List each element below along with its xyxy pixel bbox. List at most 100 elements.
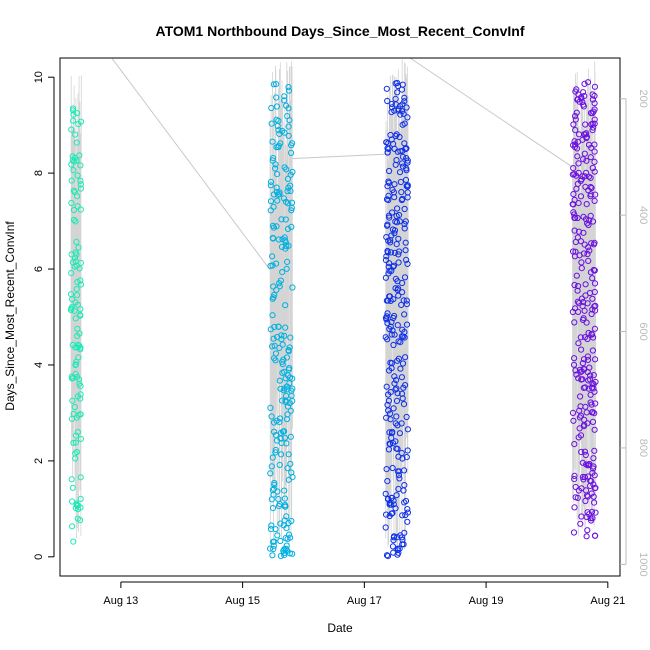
data-point xyxy=(274,197,281,204)
data-point xyxy=(382,257,390,264)
data-point xyxy=(404,114,411,121)
data-point xyxy=(395,549,402,556)
data-point xyxy=(395,472,402,479)
data-point xyxy=(404,157,411,164)
data-point xyxy=(577,432,585,439)
data-point xyxy=(273,184,280,191)
data-point xyxy=(396,218,403,225)
data-point xyxy=(587,193,594,200)
data-point xyxy=(398,86,406,93)
data-point xyxy=(398,196,405,204)
data-point xyxy=(587,515,594,522)
data-point xyxy=(267,198,275,205)
data-point xyxy=(404,506,411,513)
data-point xyxy=(70,187,78,194)
data-point xyxy=(277,385,284,392)
data-point xyxy=(580,315,587,322)
data-point xyxy=(592,400,599,407)
data-point xyxy=(76,152,83,159)
data-point xyxy=(269,138,276,145)
data-point xyxy=(390,534,397,541)
data-point xyxy=(69,397,76,404)
data-point xyxy=(72,218,79,225)
data-point xyxy=(387,239,394,246)
data-point xyxy=(393,377,400,384)
data-point xyxy=(394,357,401,364)
overlay-trace-2 xyxy=(385,59,409,553)
data-point xyxy=(71,263,78,270)
data-point xyxy=(289,550,296,557)
data-point xyxy=(268,120,275,127)
data-point xyxy=(397,339,404,346)
data-point xyxy=(581,448,589,455)
data-point xyxy=(585,244,592,251)
data-point xyxy=(72,249,79,256)
data-point xyxy=(581,474,589,481)
data-point xyxy=(575,160,582,167)
data-point xyxy=(277,451,285,458)
data-point xyxy=(77,181,85,188)
data-point xyxy=(287,534,294,541)
data-point xyxy=(270,283,277,290)
data-point xyxy=(386,512,393,520)
data-point xyxy=(385,196,392,204)
data-point xyxy=(577,520,584,527)
data-point xyxy=(592,378,599,385)
data-point xyxy=(585,257,592,264)
data-point xyxy=(396,475,403,482)
data-point xyxy=(280,195,288,202)
data-point xyxy=(570,209,577,216)
data-point xyxy=(77,206,84,213)
data-point xyxy=(282,198,290,205)
data-point xyxy=(73,157,80,164)
data-point xyxy=(589,275,596,282)
data-point xyxy=(402,218,409,225)
data-point xyxy=(284,225,292,232)
data-point xyxy=(394,79,401,87)
data-point xyxy=(578,259,585,266)
data-point xyxy=(403,256,410,263)
data-point xyxy=(398,189,405,196)
data-point xyxy=(269,157,276,164)
data-point xyxy=(282,397,289,404)
data-point xyxy=(580,384,588,391)
data-point xyxy=(395,453,402,460)
right-tick-label: 600 xyxy=(637,322,649,340)
x-tick-label: Aug 21 xyxy=(590,595,625,607)
data-point xyxy=(572,248,579,255)
data-point xyxy=(402,145,409,153)
data-point xyxy=(398,374,405,381)
data-point xyxy=(270,81,277,88)
data-point xyxy=(404,194,411,201)
data-point xyxy=(577,193,585,200)
data-point xyxy=(403,297,410,304)
data-point xyxy=(396,169,404,176)
data-point xyxy=(571,214,578,221)
data-point xyxy=(401,529,408,536)
data-point xyxy=(584,335,591,343)
data-point xyxy=(397,178,404,186)
data-point xyxy=(589,218,597,225)
data-point xyxy=(591,141,598,148)
data-point xyxy=(390,262,398,269)
data-point xyxy=(273,417,280,424)
data-point xyxy=(75,244,82,251)
data-point xyxy=(575,283,582,290)
data-point xyxy=(277,520,284,527)
data-point xyxy=(571,476,578,483)
data-point xyxy=(269,262,276,269)
data-point xyxy=(591,426,598,433)
data-point xyxy=(70,206,78,214)
data-point xyxy=(76,376,83,383)
data-point xyxy=(570,165,577,172)
data-point xyxy=(277,435,284,442)
data-point xyxy=(271,479,278,487)
data-point xyxy=(281,129,288,136)
data-point xyxy=(588,240,595,247)
data-point xyxy=(286,344,293,351)
data-point xyxy=(592,302,599,309)
data-point xyxy=(269,253,276,260)
data-point xyxy=(571,504,578,511)
data-point xyxy=(284,175,291,182)
